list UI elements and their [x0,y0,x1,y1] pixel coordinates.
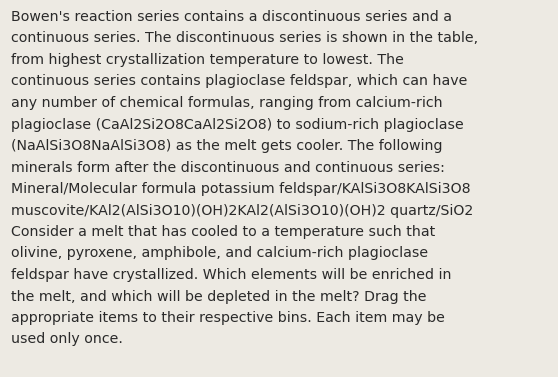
Text: Mineral/Molecular formula potassium feldspar/KAlSi3O8KAlSi3O8: Mineral/Molecular formula potassium feld… [11,182,470,196]
Text: appropriate items to their respective bins. Each item may be: appropriate items to their respective bi… [11,311,445,325]
Text: minerals form after the discontinuous and continuous series:: minerals form after the discontinuous an… [11,161,445,175]
Text: (NaAlSi3O8NaAlSi3O8) as the melt gets cooler. The following: (NaAlSi3O8NaAlSi3O8) as the melt gets co… [11,139,442,153]
Text: the melt, and which will be depleted in the melt? Drag the: the melt, and which will be depleted in … [11,290,426,303]
Text: muscovite/KAl2(AlSi3O10)(OH)2KAl2(AlSi3O10)(OH)2 quartz/SiO2: muscovite/KAl2(AlSi3O10)(OH)2KAl2(AlSi3O… [11,204,473,218]
Text: continuous series contains plagioclase feldspar, which can have: continuous series contains plagioclase f… [11,75,468,89]
Text: plagioclase (CaAl2Si2O8CaAl2Si2O8) to sodium-rich plagioclase: plagioclase (CaAl2Si2O8CaAl2Si2O8) to so… [11,118,464,132]
Text: used only once.: used only once. [11,333,123,346]
Text: Bowen's reaction series contains a discontinuous series and a: Bowen's reaction series contains a disco… [11,10,452,24]
Text: continuous series. The discontinuous series is shown in the table,: continuous series. The discontinuous ser… [11,32,478,46]
Text: from highest crystallization temperature to lowest. The: from highest crystallization temperature… [11,53,404,67]
Text: any number of chemical formulas, ranging from calcium-rich: any number of chemical formulas, ranging… [11,96,442,110]
Text: feldspar have crystallized. Which elements will be enriched in: feldspar have crystallized. Which elemen… [11,268,451,282]
Text: olivine, pyroxene, amphibole, and calcium-rich plagioclase: olivine, pyroxene, amphibole, and calciu… [11,247,428,261]
Text: Consider a melt that has cooled to a temperature such that: Consider a melt that has cooled to a tem… [11,225,435,239]
